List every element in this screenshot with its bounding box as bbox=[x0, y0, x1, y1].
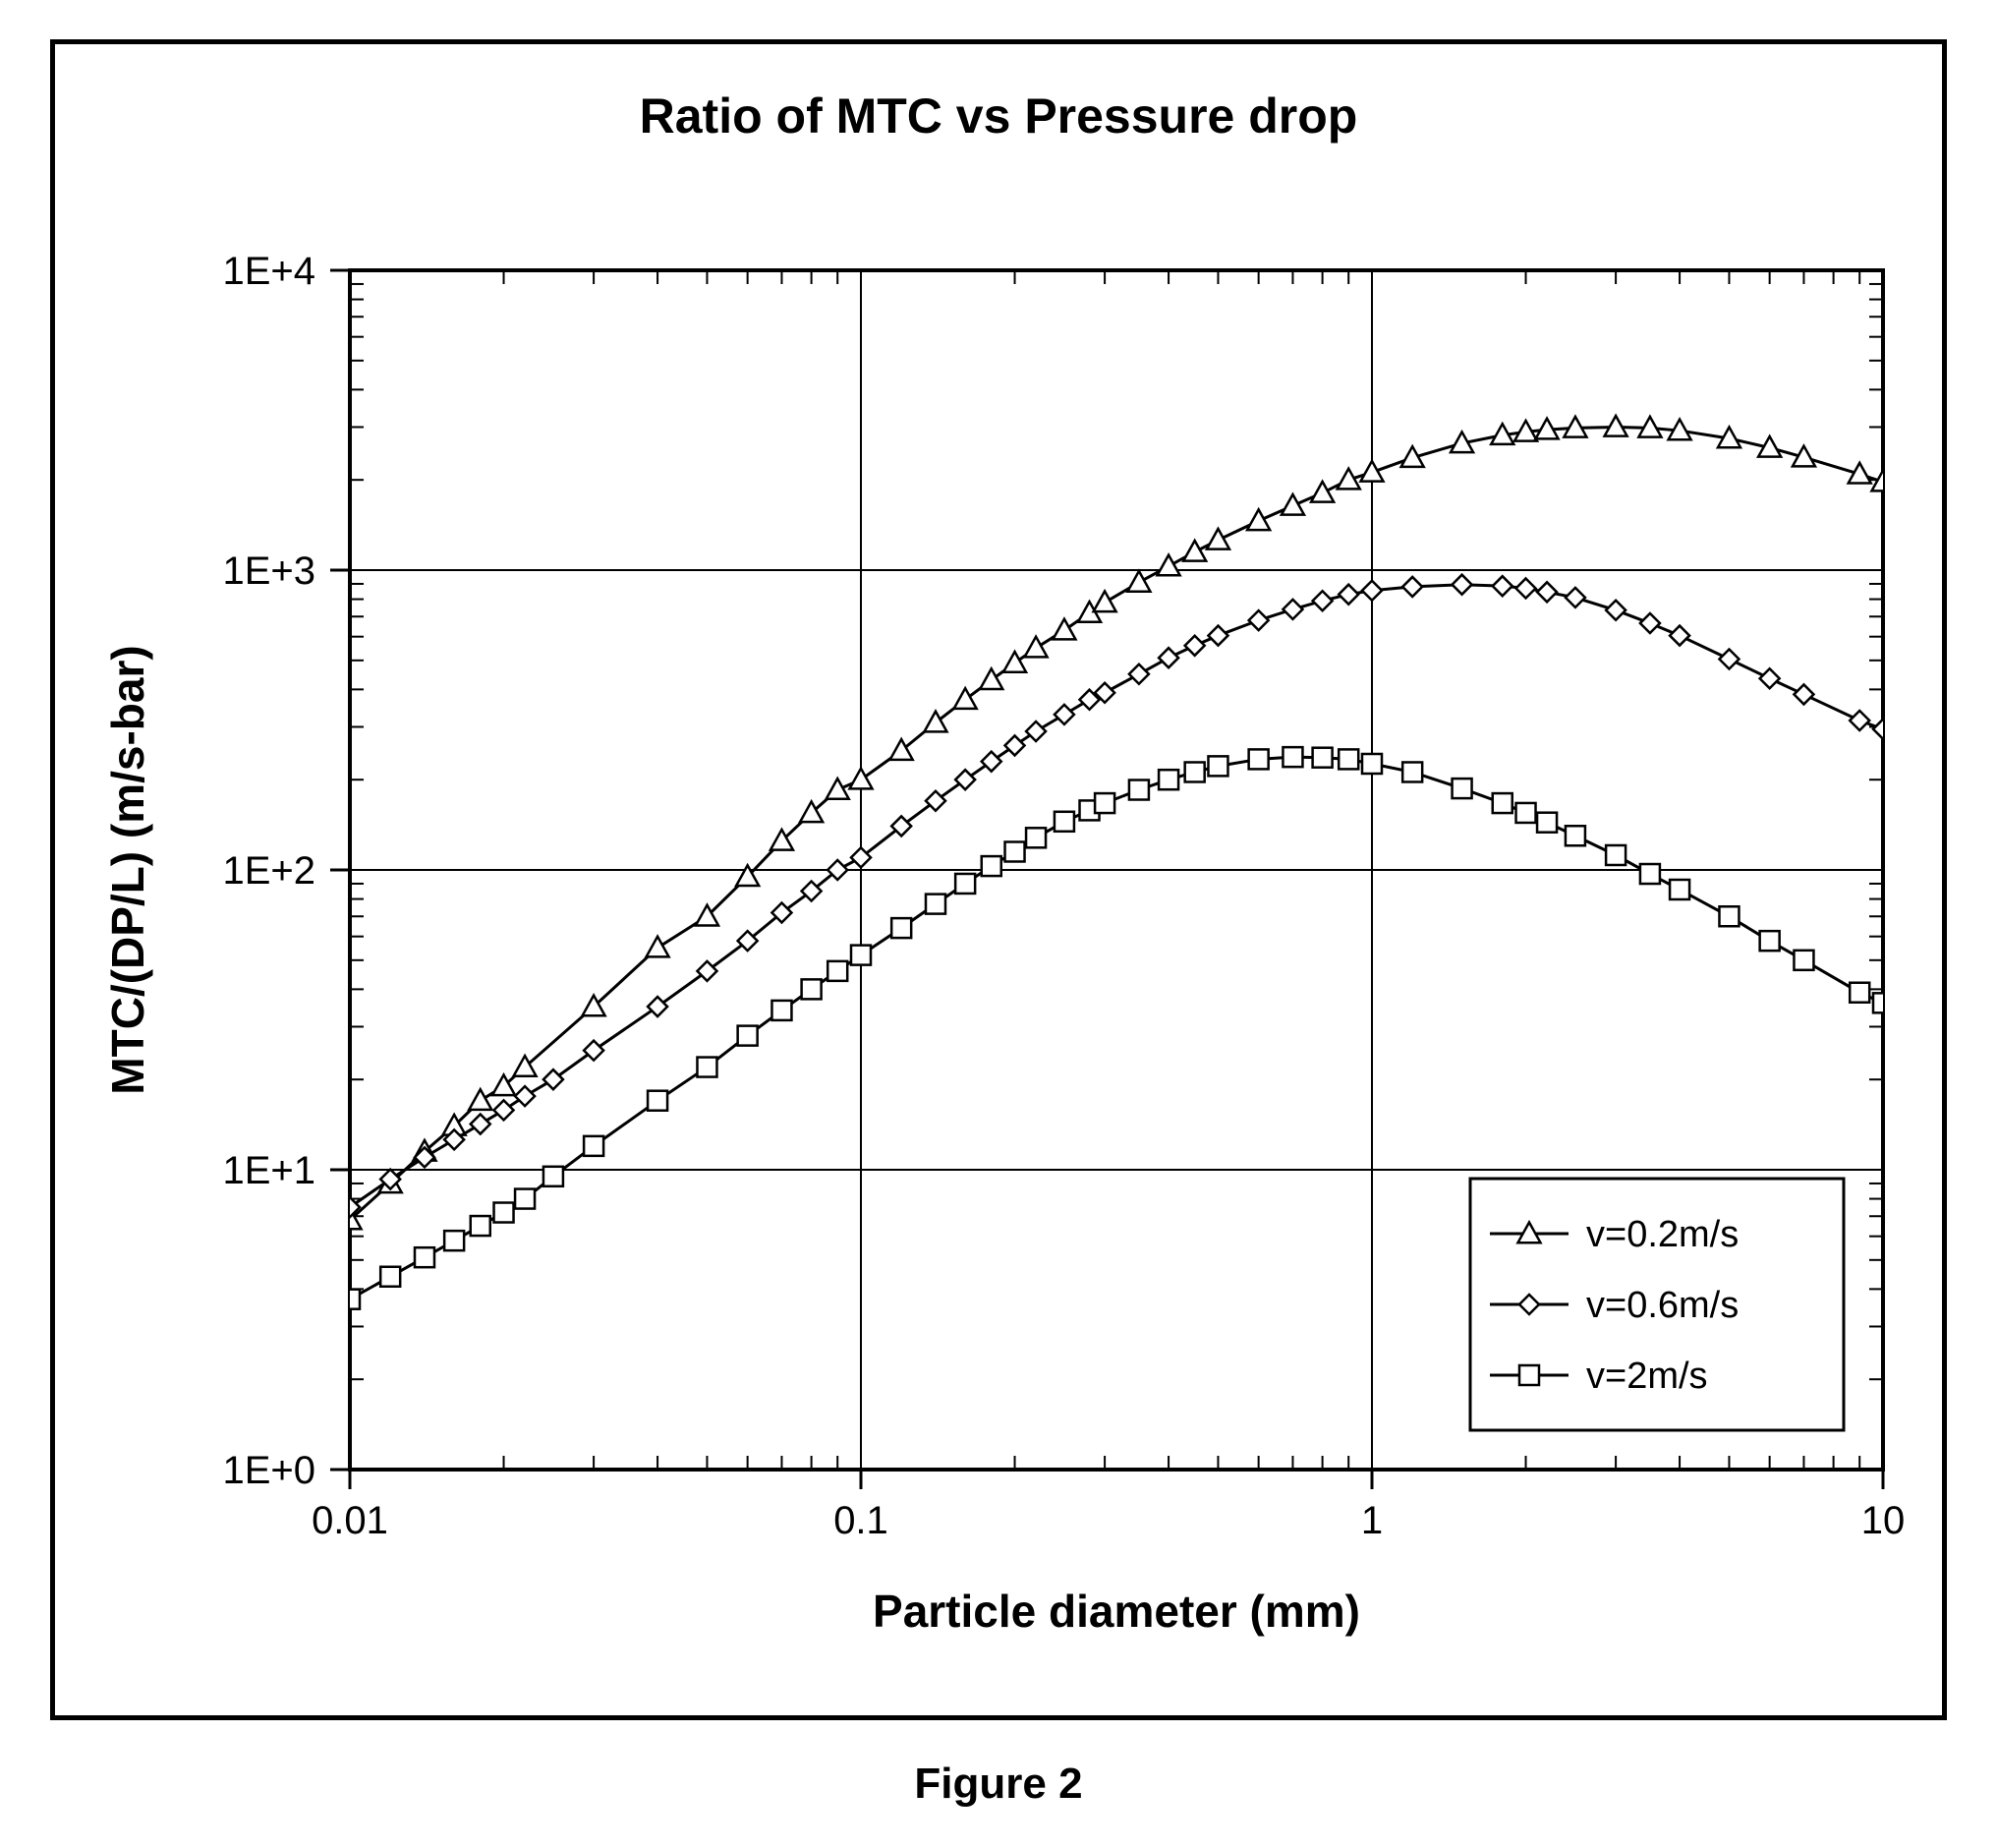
svg-text:0.01: 0.01 bbox=[312, 1499, 388, 1542]
svg-text:Ratio of MTC vs Pressure drop: Ratio of MTC vs Pressure drop bbox=[640, 88, 1358, 144]
svg-text:Particle diameter (mm): Particle diameter (mm) bbox=[873, 1586, 1360, 1637]
svg-text:1E+1: 1E+1 bbox=[222, 1149, 315, 1192]
svg-text:1: 1 bbox=[1361, 1499, 1383, 1542]
svg-text:1E+3: 1E+3 bbox=[222, 549, 315, 593]
svg-text:1E+0: 1E+0 bbox=[222, 1449, 315, 1492]
svg-text:v=2m/s: v=2m/s bbox=[1586, 1356, 1708, 1397]
figure-caption: Figure 2 bbox=[914, 1760, 1082, 1809]
svg-text:1E+2: 1E+2 bbox=[222, 849, 315, 893]
chart-svg: Ratio of MTC vs Pressure drop 1E+0 1E+1 1E+… bbox=[55, 44, 1942, 1715]
svg-text:1E+4: 1E+4 bbox=[222, 250, 315, 293]
svg-text:0.1: 0.1 bbox=[833, 1499, 888, 1542]
svg-text:MTC/(DP/L) (m/s-bar): MTC/(DP/L) (m/s-bar) bbox=[102, 645, 153, 1094]
figure-wrapper: Ratio of MTC vs Pressure drop 1E+0 1E+1 1E+… bbox=[39, 39, 1958, 1809]
svg-text:10: 10 bbox=[1861, 1499, 1906, 1542]
chart-outer-border: Ratio of MTC vs Pressure drop 1E+0 1E+1 1E+… bbox=[50, 39, 1947, 1720]
svg-text:v=0.2m/s: v=0.2m/s bbox=[1586, 1214, 1739, 1255]
svg-text:v=0.6m/s: v=0.6m/s bbox=[1586, 1285, 1739, 1326]
